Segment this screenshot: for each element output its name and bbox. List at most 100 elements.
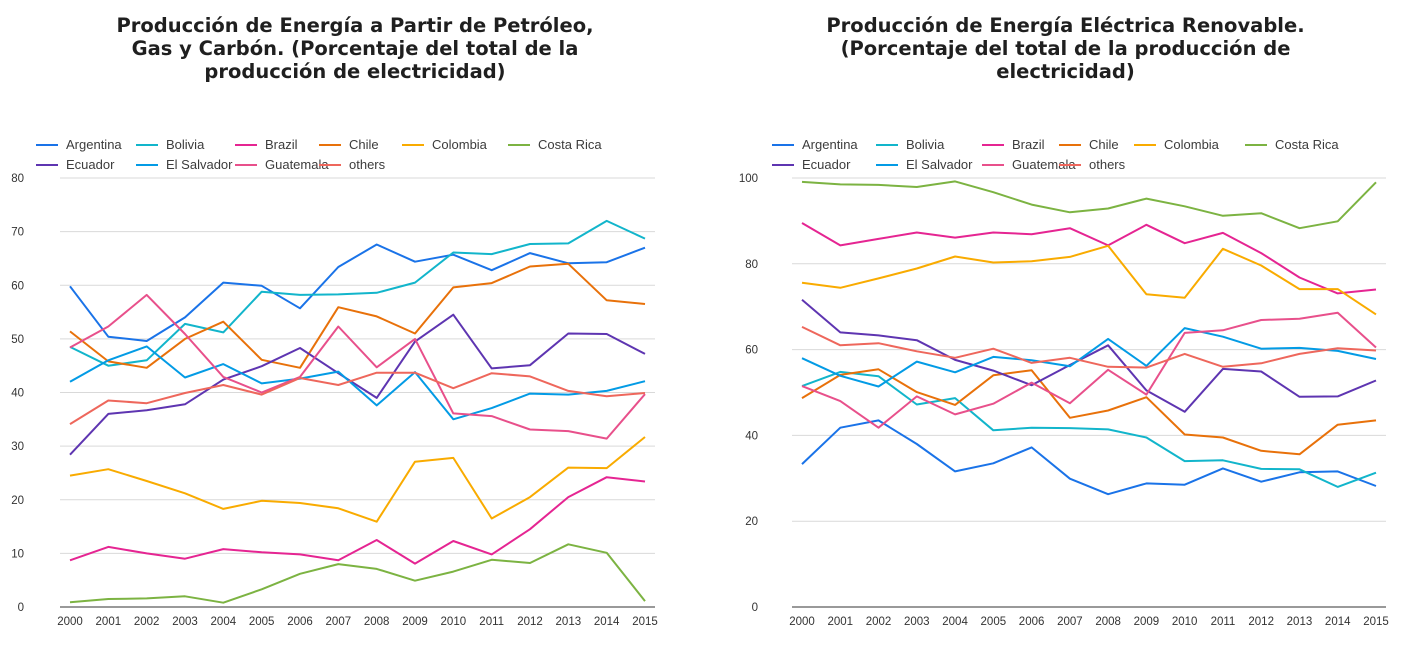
legend-swatch [772, 163, 794, 166]
legend-label: Guatemala [265, 157, 329, 172]
x-tick-label: 2000 [789, 616, 815, 628]
x-tick-label: 2006 [287, 616, 313, 628]
legend-swatch [1134, 143, 1156, 146]
legend-swatch [36, 143, 58, 146]
x-tick-label: 2012 [1248, 616, 1274, 628]
x-tick-label: 2001 [96, 616, 122, 628]
legend-label: El Salvador [166, 157, 233, 172]
legend-label: others [1089, 157, 1126, 172]
x-tick-label: 2002 [134, 616, 160, 628]
legend-swatch [1245, 143, 1267, 146]
series-line-argentina[interactable] [801, 419, 1377, 496]
legend-swatch [1059, 143, 1081, 146]
legend-item-others[interactable]: others [1059, 158, 1125, 172]
legend-label: Ecuador [802, 157, 851, 172]
chart-legend: Argentina Bolivia Brazil Chile Colombia Costa… [36, 138, 676, 178]
legend-swatch [876, 143, 898, 146]
x-tick-label: 2004 [942, 616, 968, 628]
series-line-colombia[interactable] [69, 436, 646, 523]
y-tick-label: 60 [11, 280, 24, 292]
legend-label: Colombia [1164, 137, 1219, 152]
legend-item-argentina[interactable]: Argentina [772, 138, 858, 152]
series-line-el-salvador[interactable] [801, 327, 1377, 388]
series-line-el-salvador[interactable] [69, 345, 646, 421]
x-tick-label: 2011 [479, 616, 504, 628]
x-tick-label: 2008 [364, 616, 390, 628]
y-tick-label: 0 [18, 602, 24, 614]
x-tick-label: 2006 [1019, 616, 1045, 628]
legend-item-colombia[interactable]: Colombia [1134, 138, 1219, 152]
x-tick-label: 2001 [827, 616, 853, 628]
series-line-others[interactable] [801, 325, 1377, 369]
y-tick-label: 100 [739, 173, 758, 185]
legend-swatch [136, 163, 158, 166]
legend-item-others[interactable]: others [319, 158, 385, 172]
x-tick-label: 2008 [1095, 616, 1121, 628]
renewable-energy-chart: Producción de Energía Eléctrica Renovabl… [710, 0, 1421, 645]
legend-item-el-salvador[interactable]: El Salvador [876, 158, 972, 172]
legend-swatch [319, 163, 341, 166]
legend-row: Argentina Bolivia Brazil Chile Colombia Costa… [772, 138, 1412, 158]
series-line-guatemala[interactable] [801, 311, 1377, 429]
series-line-ecuador[interactable] [801, 299, 1377, 413]
legend-label: others [349, 157, 386, 172]
legend-item-guatemala[interactable]: Guatemala [235, 158, 329, 172]
line-chart-plot: 0 20 40 60 80 100 2000 2001 2002 2003 2004 2005 2006… [739, 173, 1389, 628]
series-line-argentina[interactable] [69, 243, 646, 342]
legend-row: Ecuador El Salvador Guatemala others [36, 158, 676, 178]
legend-label: El Salvador [906, 157, 973, 172]
series-line-colombia[interactable] [801, 244, 1377, 316]
legend-item-argentina[interactable]: Argentina [36, 138, 122, 152]
x-tick-label: 2007 [326, 616, 352, 628]
legend-label: Costa Rica [538, 137, 602, 152]
series-line-chile[interactable] [69, 262, 646, 369]
fossil-energy-chart: Producción de Energía a Partir de Petról… [0, 0, 710, 645]
legend-item-brazil[interactable]: Brazil [235, 138, 298, 152]
series-line-others[interactable] [69, 371, 646, 425]
legend-item-costa-rica[interactable]: Costa Rica [1245, 138, 1339, 152]
series-line-bolivia[interactable] [801, 370, 1377, 488]
legend-item-chile[interactable]: Chile [319, 138, 379, 152]
x-tick-label: 2010 [1172, 616, 1198, 628]
legend-label: Bolivia [166, 137, 205, 152]
series-line-chile[interactable] [801, 368, 1377, 456]
x-tick-label: 2004 [211, 616, 237, 628]
legend-item-colombia[interactable]: Colombia [402, 138, 487, 152]
series-line-costa-rica[interactable] [69, 543, 646, 604]
legend-item-brazil[interactable]: Brazil [982, 138, 1045, 152]
legend-item-bolivia[interactable]: Bolivia [136, 138, 204, 152]
series-line-brazil[interactable] [801, 222, 1377, 295]
legend-item-costa-rica[interactable]: Costa Rica [508, 138, 602, 152]
x-tick-label: 2014 [1325, 616, 1351, 628]
legend-label: Ecuador [66, 157, 115, 172]
x-tick-label: 2013 [556, 616, 582, 628]
x-tick-label: 2010 [441, 616, 467, 628]
legend-item-guatemala[interactable]: Guatemala [982, 158, 1076, 172]
y-tick-label: 80 [11, 173, 24, 185]
legend-swatch [235, 143, 257, 146]
y-tick-label: 60 [745, 345, 758, 357]
series-line-brazil[interactable] [69, 476, 646, 565]
legend-label: Chile [349, 137, 379, 152]
legend-label: Brazil [265, 137, 298, 152]
series-line-costa-rica[interactable] [801, 180, 1377, 230]
legend-item-el-salvador[interactable]: El Salvador [136, 158, 232, 172]
legend-swatch [876, 163, 898, 166]
legend-label: Bolivia [906, 137, 945, 152]
x-tick-label: 2009 [1134, 616, 1160, 628]
legend-item-ecuador[interactable]: Ecuador [772, 158, 850, 172]
legend-label: Argentina [802, 137, 858, 152]
legend-item-bolivia[interactable]: Bolivia [876, 138, 944, 152]
legend-item-chile[interactable]: Chile [1059, 138, 1119, 152]
x-tick-label: 2003 [172, 616, 198, 628]
y-tick-label: 40 [745, 430, 758, 442]
series-line-bolivia[interactable] [69, 219, 646, 367]
x-tick-label: 2002 [866, 616, 892, 628]
legend-label: Colombia [432, 137, 487, 152]
legend-swatch [508, 143, 530, 146]
series-line-guatemala[interactable] [69, 293, 646, 440]
series-line-ecuador[interactable] [69, 313, 646, 456]
legend-label: Chile [1089, 137, 1119, 152]
legend-item-ecuador[interactable]: Ecuador [36, 158, 114, 172]
y-tick-label: 20 [11, 495, 24, 507]
